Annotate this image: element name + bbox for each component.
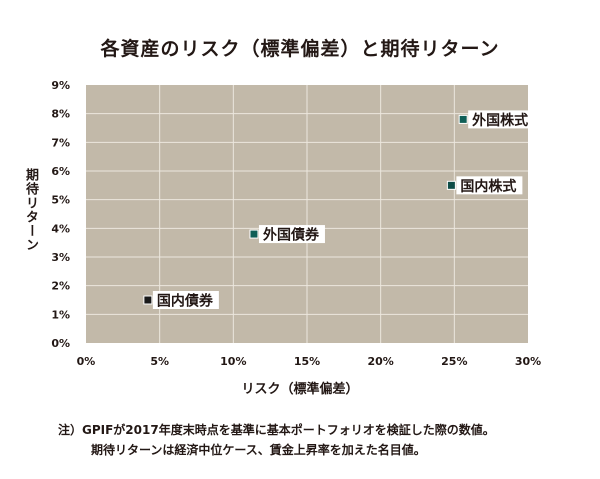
y-axis-label: 期待リターン bbox=[23, 168, 38, 252]
y-tick-label: 2% bbox=[51, 280, 70, 293]
point-label-bg bbox=[152, 291, 219, 309]
chart-title: 各資産のリスク（標準偏差）と期待リターン bbox=[100, 38, 500, 60]
point-label: 国内債券 bbox=[157, 293, 214, 310]
x-tick-label: 0% bbox=[77, 355, 96, 368]
y-tick-label: 4% bbox=[51, 222, 70, 235]
y-tick-label: 7% bbox=[51, 136, 70, 149]
x-tick-label: 5% bbox=[150, 355, 169, 368]
y-tick-label: 0% bbox=[51, 337, 70, 350]
point-label-bg bbox=[258, 225, 325, 244]
y-tick-label: 5% bbox=[51, 194, 70, 207]
y-tick-label: 6% bbox=[51, 165, 70, 178]
footnote-line-2: 期待リターンは経済中位ケース、賃金上昇率を加えた名目値。 bbox=[91, 443, 426, 457]
x-tick-label: 30% bbox=[515, 355, 541, 368]
data-point bbox=[446, 180, 456, 190]
footnote: 注）GPIFが2017年度末時点を基準に基本ポートフォリオを検証した際の数値。 … bbox=[58, 420, 495, 460]
data-point bbox=[458, 114, 468, 124]
data-point bbox=[249, 229, 259, 239]
y-tick-label: 8% bbox=[51, 108, 70, 121]
point-label-bg bbox=[468, 110, 535, 129]
x-axis-label: リスク（標準偏差） bbox=[241, 382, 359, 397]
point-label: 外国株式 bbox=[472, 112, 528, 129]
point-label: 外国債券 bbox=[263, 227, 320, 244]
x-tick-label: 25% bbox=[441, 355, 467, 368]
y-tick-label: 1% bbox=[51, 308, 70, 321]
x-tick-label: 20% bbox=[367, 355, 393, 368]
footnote-line-1: 注）GPIFが2017年度末時点を基準に基本ポートフォリオを検証した際の数値。 bbox=[58, 423, 495, 437]
y-tick-label: 9% bbox=[51, 79, 70, 92]
point-label: 国内株式 bbox=[460, 178, 516, 195]
x-tick-label: 15% bbox=[294, 355, 320, 368]
data-point bbox=[143, 295, 153, 305]
point-label-bg bbox=[456, 176, 523, 195]
x-tick-label: 10% bbox=[220, 355, 246, 368]
y-tick-label: 3% bbox=[51, 251, 70, 264]
